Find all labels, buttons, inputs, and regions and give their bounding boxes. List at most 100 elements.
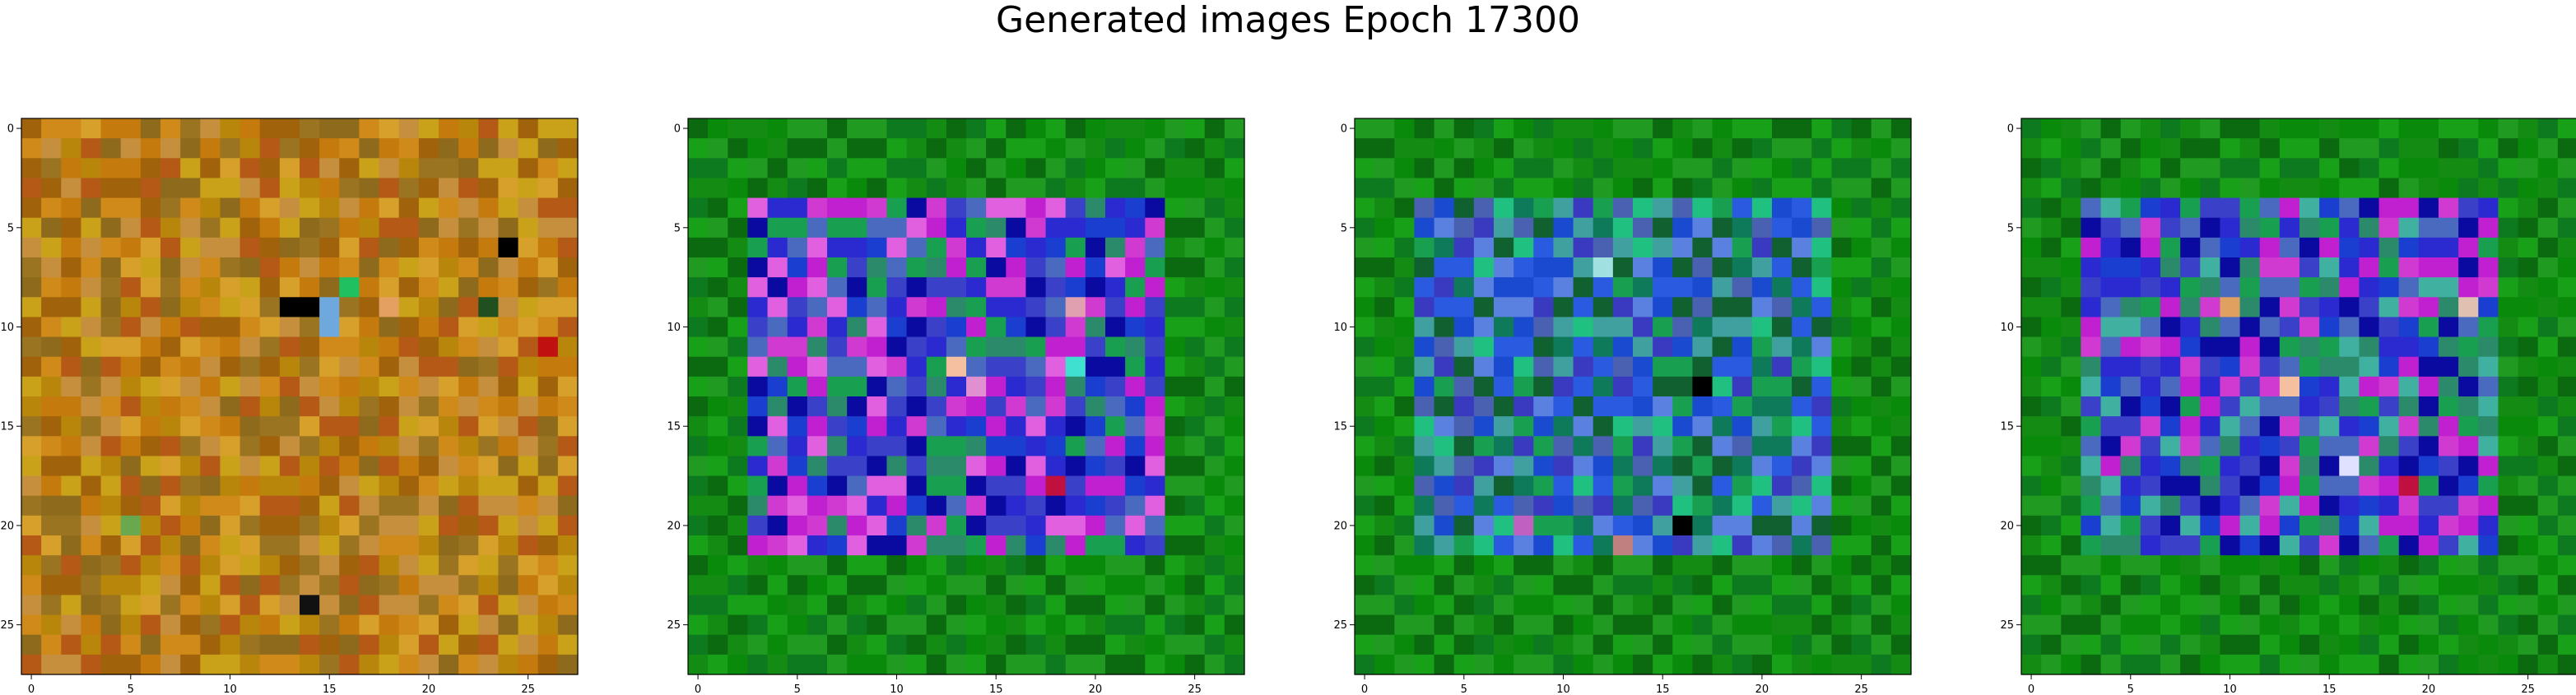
pixel: [1125, 178, 1146, 199]
pixel: [2378, 297, 2400, 318]
pixel: [2339, 614, 2360, 636]
pixel: [279, 456, 300, 477]
pixel: [2557, 178, 2576, 199]
pixel: [2279, 515, 2300, 536]
pixel: [1165, 197, 1186, 219]
pixel: [1612, 456, 1634, 477]
pixel: [160, 515, 181, 536]
pixel: [458, 356, 479, 378]
pixel: [2220, 535, 2241, 556]
pixel: [1065, 336, 1086, 358]
pixel: [1792, 257, 1812, 278]
pixel: [458, 396, 479, 417]
pixel: [2398, 356, 2420, 378]
pixel: [1374, 436, 1395, 457]
pixel: [1494, 456, 1514, 477]
pixel: [2239, 575, 2261, 596]
pixel: [1890, 535, 1912, 556]
pixel: [1811, 634, 1833, 656]
pixel: [2041, 336, 2062, 358]
pixel: [827, 535, 848, 556]
pixel: [1831, 197, 1853, 219]
pixel: [1105, 336, 1126, 358]
pixel: [2319, 614, 2340, 636]
pixel: [100, 595, 122, 616]
pixel: [379, 336, 400, 358]
pixel: [867, 535, 888, 556]
pixel: [319, 595, 340, 616]
pixel: [41, 118, 62, 139]
pixel: [2418, 376, 2439, 397]
pixel: [2180, 257, 2201, 278]
pixel: [1811, 158, 1833, 179]
pixel: [1394, 396, 1416, 417]
pixel: [1414, 138, 1435, 159]
pixel: [1792, 555, 1812, 576]
pixel: [946, 456, 967, 477]
pixel: [81, 217, 102, 239]
pixel: [926, 456, 947, 477]
pixel: [379, 237, 400, 258]
pixel: [2398, 396, 2420, 417]
pixel: [537, 257, 559, 278]
pixel: [1890, 237, 1912, 258]
pixel: [279, 118, 300, 139]
pixel: [2299, 257, 2320, 278]
pixel: [1204, 634, 1225, 656]
pixel: [2100, 178, 2122, 199]
pixel: [1473, 317, 1495, 338]
pixel: [1045, 416, 1067, 437]
pixel: [1612, 178, 1634, 199]
pixel: [1145, 158, 1166, 179]
pixel: [2299, 336, 2320, 358]
pixel: [867, 297, 888, 318]
pixel: [1165, 257, 1186, 278]
y-tick-label: 10: [1333, 322, 1347, 334]
pixel: [2200, 456, 2221, 477]
pixel: [41, 376, 62, 397]
pixel: [319, 237, 340, 258]
pixel: [2339, 118, 2360, 139]
pixel: [886, 356, 908, 378]
pixel: [1355, 178, 1375, 199]
pixel: [2339, 178, 2360, 199]
pixel-grid: [688, 118, 1245, 675]
pixel: [946, 396, 967, 417]
pixel: [1125, 217, 1146, 239]
pixel: [1553, 356, 1574, 378]
pixel: [2498, 336, 2519, 358]
pixel: [827, 614, 848, 636]
pixel: [300, 237, 320, 258]
pixel: [2220, 356, 2241, 378]
pixel: [847, 257, 867, 278]
pixel: [279, 614, 300, 636]
pixel: [1751, 336, 1773, 358]
pixel: [1105, 317, 1126, 338]
pixel: [1811, 495, 1833, 517]
pixel: [1593, 555, 1614, 576]
pixel: [1045, 158, 1067, 179]
pixel: [81, 495, 102, 517]
pixel: [946, 138, 967, 159]
pixel: [886, 614, 908, 636]
y-tick-label: 25: [0, 619, 14, 632]
pixel: [2518, 575, 2539, 596]
pixel: [1514, 217, 1534, 239]
pixel: [21, 217, 42, 239]
pixel: [2458, 317, 2479, 338]
pixel: [1890, 138, 1912, 159]
pixel: [2021, 535, 2042, 556]
pixel: [21, 317, 42, 338]
pixel: [847, 118, 867, 139]
pixel: [2518, 138, 2539, 159]
pixel: [1434, 654, 1455, 675]
pixel: [688, 217, 709, 239]
pixel: [1473, 495, 1495, 517]
pixel: [1792, 217, 1812, 239]
pixel: [886, 197, 908, 219]
pixel: [41, 595, 62, 616]
pixel: [906, 396, 928, 417]
pixel: [708, 456, 728, 477]
pixel: [1633, 654, 1653, 675]
pixel: [41, 237, 62, 258]
